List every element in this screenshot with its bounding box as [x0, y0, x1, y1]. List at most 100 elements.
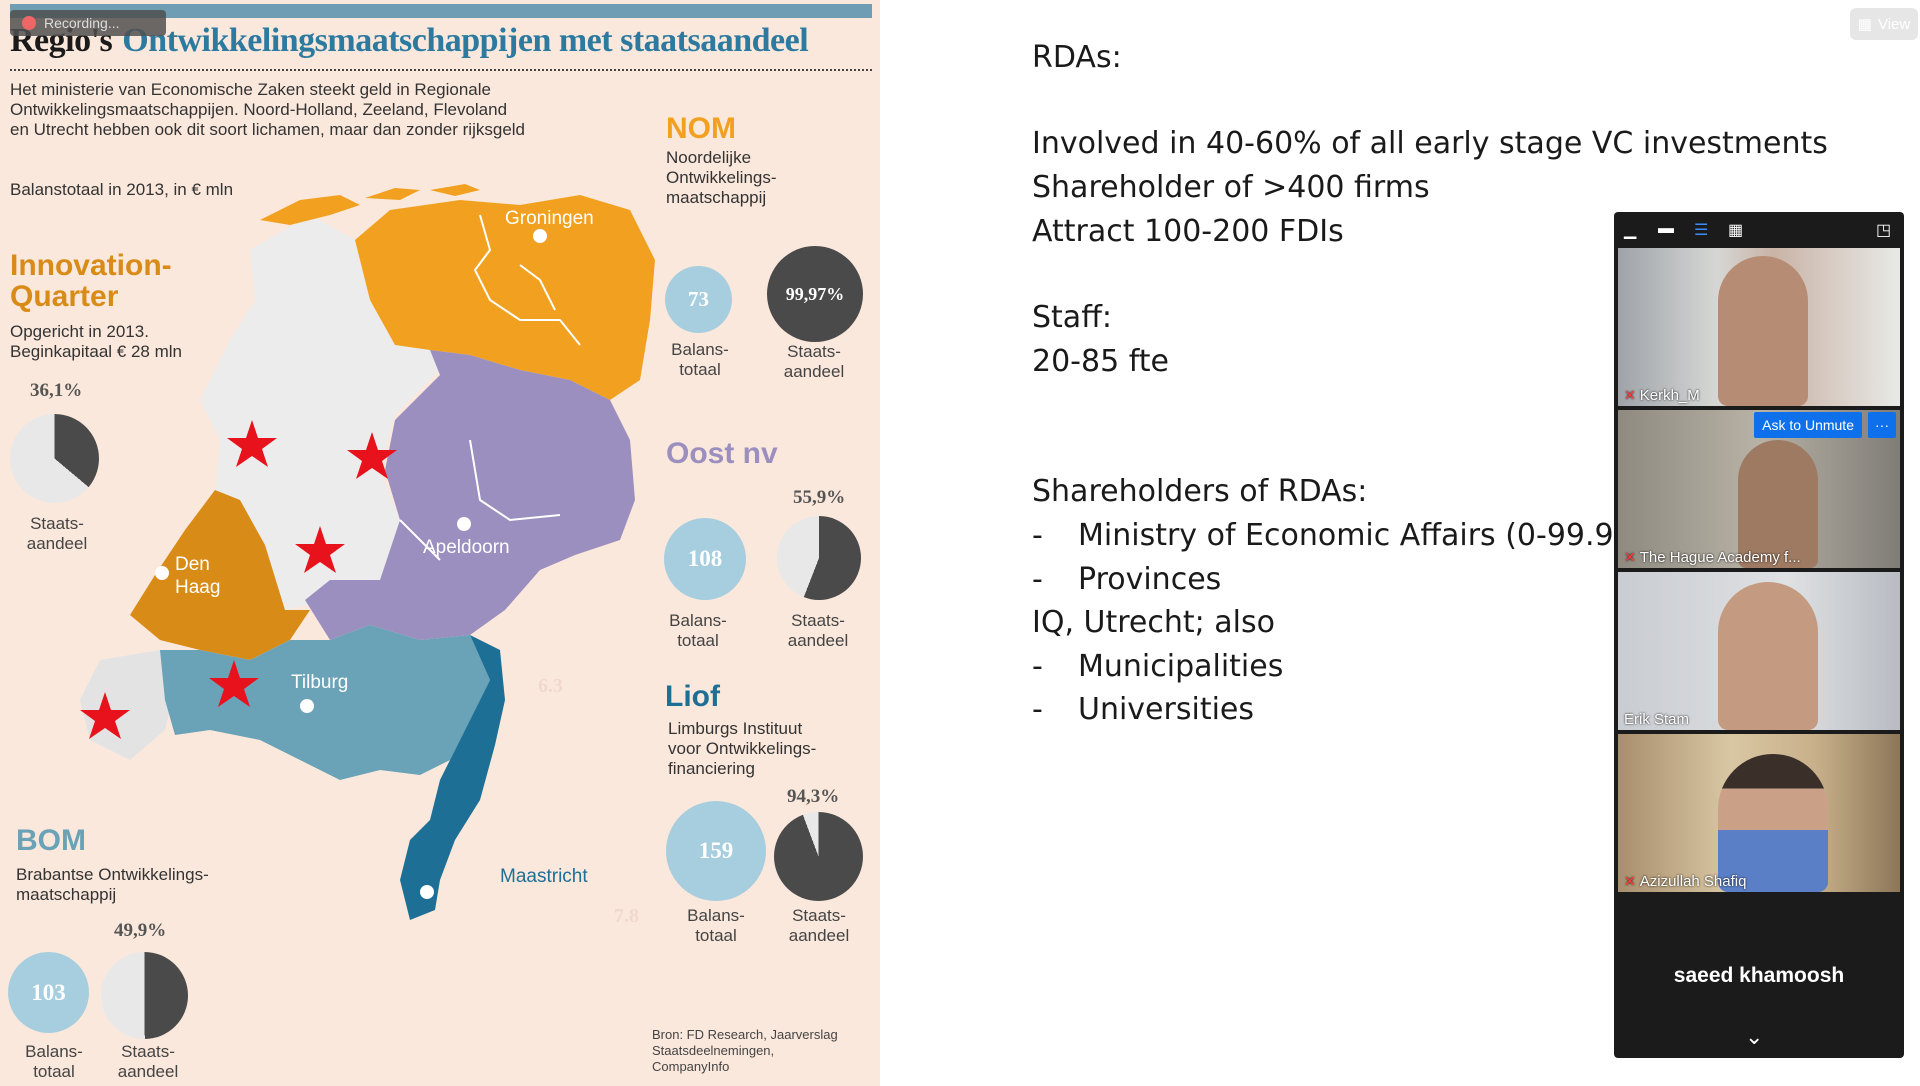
slide-staff-label: Staff: — [1032, 300, 1112, 335]
view-label: View — [1877, 15, 1911, 33]
map-region-zuid-holland — [130, 490, 310, 660]
infographic-title: Regio's Ontwikkelingsmaatschappijen met s… — [10, 22, 809, 60]
slide-dash-3: - — [1032, 649, 1043, 684]
bom-staats-label: Staats- aandeel — [117, 1042, 179, 1081]
liof-staats-label: Staats- aandeel — [788, 906, 850, 945]
bom-balans-circle: 103 — [8, 952, 89, 1033]
nom-sub: Noordelijke Ontwikkelings- maatschappij — [666, 148, 777, 207]
map-label-apeldoorn: Apeldoorn — [423, 537, 510, 558]
bom-sub: Brabantse Ontwikkelings- maatschappij — [16, 865, 209, 904]
participant-tile-3[interactable]: Erik Stam — [1618, 572, 1900, 730]
title-main: Ontwikkelingsmaatschappijen met staatsaa… — [122, 22, 809, 59]
slide-shareholders-heading: Shareholders of RDAs: — [1032, 474, 1368, 509]
gallery-toolbar: ▁ ▬ ☰ ▦ ◳ — [1614, 212, 1904, 244]
speaker-view-icon[interactable]: ☰ — [1694, 222, 1709, 239]
innovation-quarter-pie — [10, 414, 99, 503]
bom-balans-value: 103 — [31, 979, 66, 1005]
video-gallery-panel: ▁ ▬ ☰ ▦ ◳ ✕ Kerkh_M Ask to Unmute ··· ✕ Th… — [1614, 212, 1904, 1058]
single-view-icon[interactable]: ▬ — [1658, 220, 1674, 237]
participant-tile-1[interactable]: ✕ Kerkh_M — [1618, 248, 1900, 406]
liof-balans-label: Balans- totaal — [687, 906, 745, 945]
ask-to-unmute-button[interactable]: Ask to Unmute — [1754, 412, 1862, 438]
innovation-quarter-sub: Opgericht in 2013. Beginkapitaal € 28 ml… — [10, 322, 183, 361]
participant-name-4: ✕ Azizullah Shafiq — [1624, 873, 1747, 890]
minimize-icon[interactable]: ▁ — [1624, 222, 1637, 239]
oost-title: Oost nv — [666, 437, 778, 470]
exit-float-icon[interactable]: ◳ — [1876, 222, 1892, 239]
gallery-view-icon[interactable]: ▦ — [1728, 222, 1744, 239]
view-button[interactable]: ▦ View — [1850, 8, 1918, 40]
slide-shareholder-2: Provinces — [1078, 562, 1222, 597]
innovation-quarter-staats-label: Staats- aandeel — [26, 514, 88, 553]
nom-staats-value: 99,97% — [785, 283, 845, 304]
slide-shareholder-3: Municipalities — [1078, 649, 1284, 684]
view-grid-icon: ▦ — [1857, 16, 1872, 33]
map-label-faint-2: 7.8 — [614, 905, 639, 927]
source-note: Bron: FD Research, Jaarverslag Staatsdee… — [652, 1027, 838, 1074]
map-oost-borders — [399, 439, 561, 561]
title-divider — [10, 69, 872, 71]
star-marker — [227, 420, 277, 467]
map-region-oost — [305, 350, 635, 640]
infographic-panel: Regio's Ontwikkelingsmaatschappijen met s… — [0, 0, 880, 1086]
participant-more-button[interactable]: ··· — [1868, 412, 1896, 438]
mic-muted-icon: ✕ — [1624, 873, 1636, 889]
innovation-quarter-pct: 36,1% — [30, 380, 83, 401]
liof-title: Liof — [665, 680, 720, 713]
oost-balans-circle: 108 — [664, 518, 746, 600]
infographic-top-bar — [10, 4, 872, 18]
participant-name-2: ✕ The Hague Academy f... — [1624, 549, 1801, 566]
star-marker — [209, 660, 259, 707]
oost-pie — [777, 516, 861, 600]
nom-title: NOM — [666, 112, 736, 145]
participant-tile-4[interactable]: ✕ Azizullah Shafiq — [1618, 734, 1900, 892]
map-region-liof — [400, 635, 505, 920]
slide-line-2: Shareholder of >400 firms — [1032, 170, 1430, 205]
participant-name-1: ✕ Kerkh_M — [1624, 387, 1700, 404]
self-participant-name: saeed khamoosh — [1673, 964, 1845, 987]
participant-video-4 — [1718, 754, 1828, 892]
map-region-zeeland — [80, 650, 175, 760]
slide-also-line: IQ, Utrecht; also — [1032, 605, 1276, 640]
slide-heading: RDAs: — [1032, 40, 1122, 75]
map-region-nom — [355, 195, 655, 400]
recording-indicator[interactable]: Recording... — [10, 10, 166, 36]
participant-video-2 — [1738, 440, 1818, 568]
star-marker — [80, 692, 130, 739]
liof-sub: Limburgs Instituut voor Ontwikkelings- f… — [668, 719, 817, 778]
netherlands-map: Groningen Apeldoorn Den Haag Tilburg Maa… — [80, 184, 655, 927]
map-nom-borders — [473, 214, 581, 346]
map-label-den-haag-1: Den — [175, 554, 210, 575]
bom-pie — [101, 952, 188, 1039]
slide-shareholder-1: Ministry of Economic Affairs (0-99.97 — [1078, 518, 1633, 553]
slide-dash-2: - — [1032, 562, 1043, 597]
recording-dot-icon — [22, 16, 36, 30]
nom-staats-label: Staats- aandeel — [783, 342, 845, 381]
chevron-down-icon[interactable]: ⌄ — [1745, 1024, 1764, 1049]
star-marker — [347, 432, 397, 479]
nom-staats-circle: 99,97% — [767, 246, 863, 342]
participant-tile-2[interactable]: Ask to Unmute ··· ✕ The Hague Academy f..… — [1618, 410, 1900, 568]
bom-title: BOM — [16, 824, 86, 857]
nom-balans-circle: 73 — [665, 266, 732, 333]
bom-pct: 49,9% — [114, 920, 167, 941]
map-label-maastricht: Maastricht — [500, 866, 588, 887]
participant-video-1 — [1718, 256, 1808, 406]
participant-video-3 — [1718, 582, 1818, 730]
oost-balans-value: 108 — [687, 546, 723, 571]
nom-balans-value: 73 — [688, 287, 709, 311]
recording-label: Recording... — [44, 15, 120, 31]
oost-staats-label: Staats- aandeel — [787, 611, 849, 650]
map-label-den-haag-2: Haag — [175, 577, 220, 598]
map-label-faint-1: 6.3 — [538, 675, 563, 697]
bom-balans-label: Balans- totaal — [25, 1042, 83, 1081]
map-region-bom — [160, 625, 490, 780]
mic-muted-icon: ✕ — [1624, 549, 1636, 565]
nom-balans-label: Balans- totaal — [671, 340, 729, 379]
map-label-groningen: Groningen — [505, 208, 594, 229]
slide-line-3: Attract 100-200 FDIs — [1032, 214, 1344, 249]
liof-balans-circle: 159 — [666, 801, 766, 901]
slide-line-1: Involved in 40-60% of all early stage VC… — [1032, 126, 1828, 161]
slide-dash-1: - — [1032, 518, 1043, 553]
oost-pct: 55,9% — [793, 487, 846, 508]
